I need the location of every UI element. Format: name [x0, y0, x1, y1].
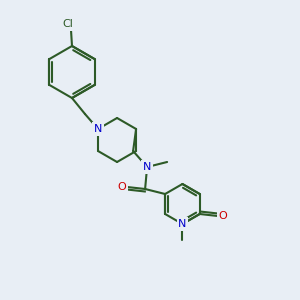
- Text: O: O: [118, 182, 127, 192]
- Text: N: N: [94, 124, 102, 134]
- Text: Cl: Cl: [63, 19, 74, 29]
- Text: N: N: [143, 162, 151, 172]
- Text: N: N: [178, 219, 187, 229]
- Text: O: O: [218, 211, 227, 221]
